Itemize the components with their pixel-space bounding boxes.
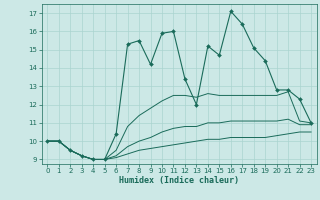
X-axis label: Humidex (Indice chaleur): Humidex (Indice chaleur) bbox=[119, 176, 239, 185]
